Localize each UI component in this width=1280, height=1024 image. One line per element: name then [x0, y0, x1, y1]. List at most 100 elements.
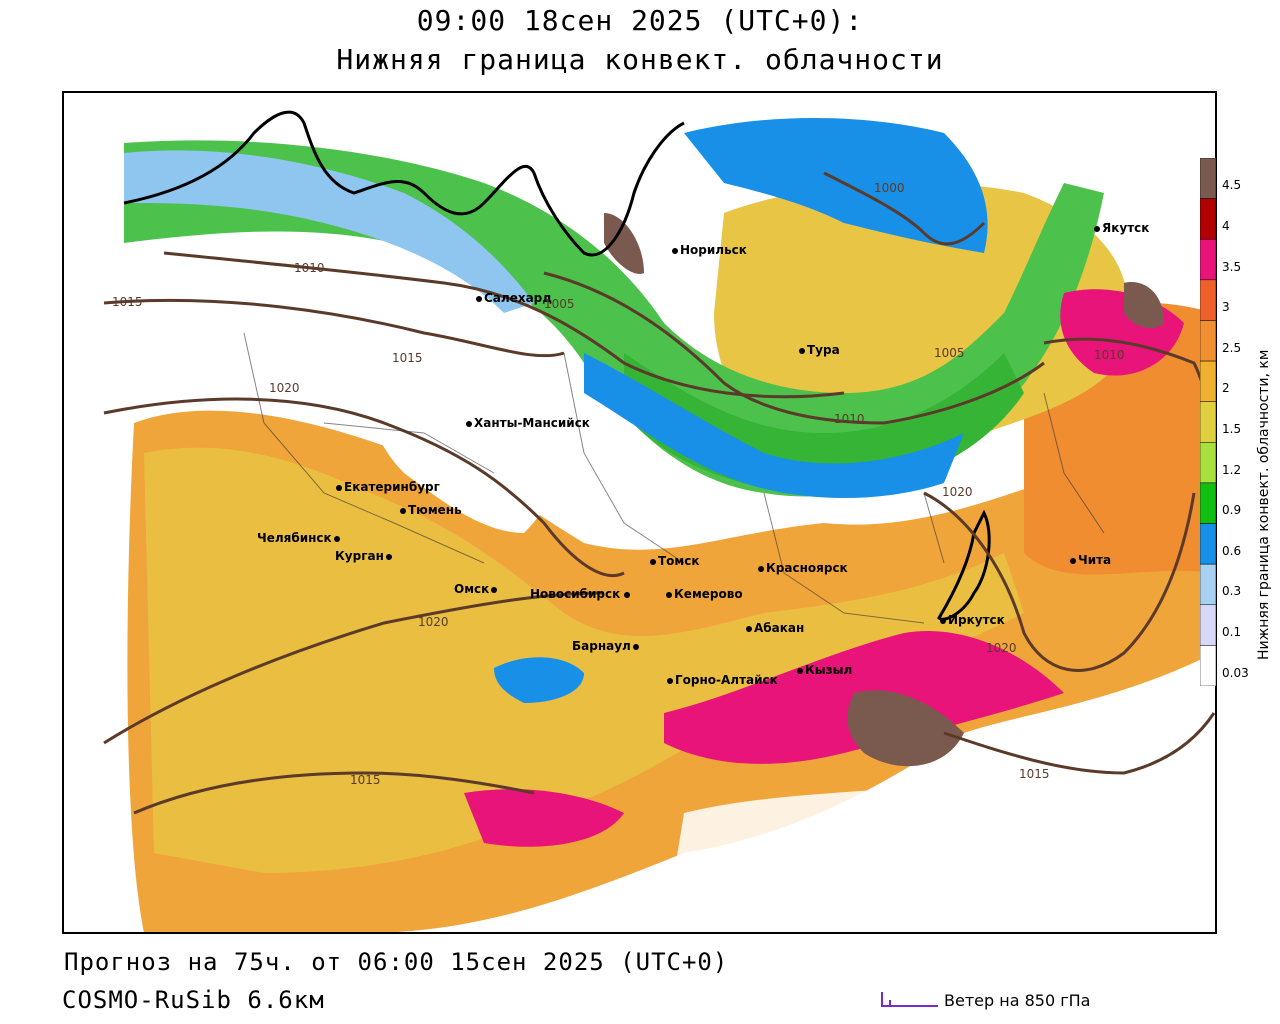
- city-marker-icon: [650, 558, 656, 565]
- isobar-label: 1020: [942, 485, 973, 499]
- cloud-field-brown-ne: [1124, 282, 1164, 329]
- legend-tick-label: 2: [1222, 381, 1230, 396]
- legend-tick-label: 3: [1222, 300, 1230, 315]
- city-label: Кызыл: [805, 663, 853, 677]
- legend-swatch: [1200, 360, 1216, 402]
- city-label: Салехард: [484, 291, 552, 305]
- wind-legend-label: Ветер на 850 гПа: [944, 991, 1091, 1010]
- city-yakutsk: Якутск: [1094, 221, 1149, 235]
- city-label: Кемерово: [674, 587, 743, 601]
- city-marker-icon: [336, 484, 342, 491]
- isobar-label: 1010: [834, 412, 865, 426]
- legend-tick-label: 2.5: [1222, 340, 1242, 355]
- legend-swatch: [1200, 523, 1216, 565]
- isobar-label: 1005: [544, 297, 575, 311]
- city-label: Омск: [454, 582, 490, 596]
- title-time: 09:00 18сен 2025 (UTC+0):: [416, 4, 864, 37]
- isobar-1020-south: [103, 591, 605, 745]
- city-marker-icon: [400, 507, 406, 514]
- city-label: Красноярск: [766, 561, 848, 575]
- city-marker-icon: [476, 295, 482, 302]
- city-kemerovo: Кемерово: [666, 587, 743, 601]
- legend-colorbar: [1200, 158, 1216, 686]
- legend-swatch: [1200, 401, 1216, 443]
- city-marker-icon: [797, 667, 803, 674]
- city-kurgan: Курган: [335, 549, 394, 563]
- city-marker-icon: [667, 677, 673, 684]
- legend-swatch: [1200, 563, 1216, 606]
- legend-tick-label: 1.5: [1222, 422, 1242, 436]
- city-abakan: Абакан: [746, 621, 804, 635]
- coastline: [123, 110, 685, 257]
- legend-tick-label: 0.9: [1222, 503, 1242, 518]
- legend-tick-label: 4.5: [1222, 178, 1242, 193]
- city-label: Горно-Алтайск: [675, 673, 778, 687]
- legend-swatch: [1200, 279, 1216, 321]
- legend-swatch: [1200, 198, 1216, 240]
- city-label: Тюмень: [408, 503, 462, 517]
- cloud-field-brown: [847, 690, 964, 767]
- city-marker-icon: [666, 591, 672, 598]
- wind-barb-icon: [881, 992, 938, 1007]
- city-chelyabinsk: Челябинск: [257, 531, 342, 545]
- city-khanty-mansiysk: Ханты-Мансийск: [466, 416, 590, 430]
- isobar-label: 1015: [112, 295, 143, 309]
- forecast-map: Якутск Норильск Салехард Тура Ханты-Манс…: [62, 91, 1217, 934]
- title-parameter: Нижняя граница конвект. облачности: [336, 43, 944, 76]
- cloud-field-blue-south: [494, 657, 584, 703]
- city-marker-icon: [385, 553, 392, 560]
- city-marker-icon: [799, 347, 805, 354]
- city-marker-icon: [491, 586, 498, 593]
- city-marker-icon: [632, 643, 639, 650]
- wind-legend: Ветер на 850 гПа: [880, 990, 1090, 1010]
- cloud-field-blue-west: [124, 150, 534, 313]
- cloud-field-yellow: [144, 447, 1024, 873]
- city-marker-icon: [1094, 225, 1100, 232]
- city-ekaterinburg: Екатеринбург: [336, 480, 440, 494]
- city-label: Томск: [658, 554, 700, 568]
- forecast-info: Прогноз на 75ч. от 06:00 15сен 2025 (UTC…: [64, 948, 729, 976]
- city-chita: Чита: [1070, 553, 1111, 567]
- cloud-field-orange-ne: [714, 182, 1130, 457]
- city-omsk: Омск: [454, 582, 499, 596]
- clear-area-west: [64, 290, 324, 423]
- isobar-1015-west: [103, 298, 565, 358]
- legend-swatch: [1200, 645, 1216, 686]
- isobar-label: 1020: [269, 381, 300, 395]
- isobar-label: 1020: [986, 641, 1017, 655]
- city-salekhard: Салехард: [476, 291, 552, 305]
- isobar-1015-east: [943, 712, 1215, 775]
- city-label: Норильск: [680, 243, 747, 257]
- city-label: Чита: [1078, 553, 1112, 567]
- region-borders: [243, 332, 1105, 624]
- map-field: [64, 110, 1215, 932]
- isobar-label: 1010: [294, 261, 325, 275]
- city-label: Абакан: [754, 621, 805, 635]
- legend-swatch: [1200, 320, 1216, 362]
- legend-swatch: [1200, 238, 1216, 281]
- isobar-label: 1015: [350, 773, 381, 787]
- city-marker-icon: [333, 535, 340, 542]
- clear-area-south: [664, 753, 1214, 932]
- city-label: Тура: [807, 343, 840, 357]
- city-marker-icon: [1070, 557, 1076, 564]
- city-label: Якутск: [1102, 221, 1150, 235]
- city-marker-icon: [466, 420, 472, 427]
- legend-swatch: [1200, 158, 1216, 199]
- cloud-field-blue-center: [584, 353, 964, 498]
- isobar-label: 1015: [1019, 767, 1050, 781]
- cloud-field-brown-n: [604, 213, 644, 274]
- isobar-1020-west: [103, 397, 625, 578]
- city-kyzyl: Кызыл: [797, 663, 852, 677]
- legend-tick-label: 3.5: [1222, 259, 1242, 274]
- city-barnaul: Барнаул: [572, 639, 641, 653]
- legend-swatch: [1200, 482, 1216, 524]
- isobar-1000-north: [823, 171, 986, 246]
- legend-tick-label: 4: [1222, 218, 1230, 233]
- model-name: COSMO-RuSib 6.6км: [62, 986, 325, 1014]
- city-tomsk: Томск: [650, 554, 700, 568]
- city-krasnoyarsk: Красноярск: [758, 561, 848, 575]
- legend-swatch: [1200, 604, 1216, 646]
- city-label: Челябинск: [257, 531, 332, 545]
- legend-swatch: [1200, 442, 1216, 484]
